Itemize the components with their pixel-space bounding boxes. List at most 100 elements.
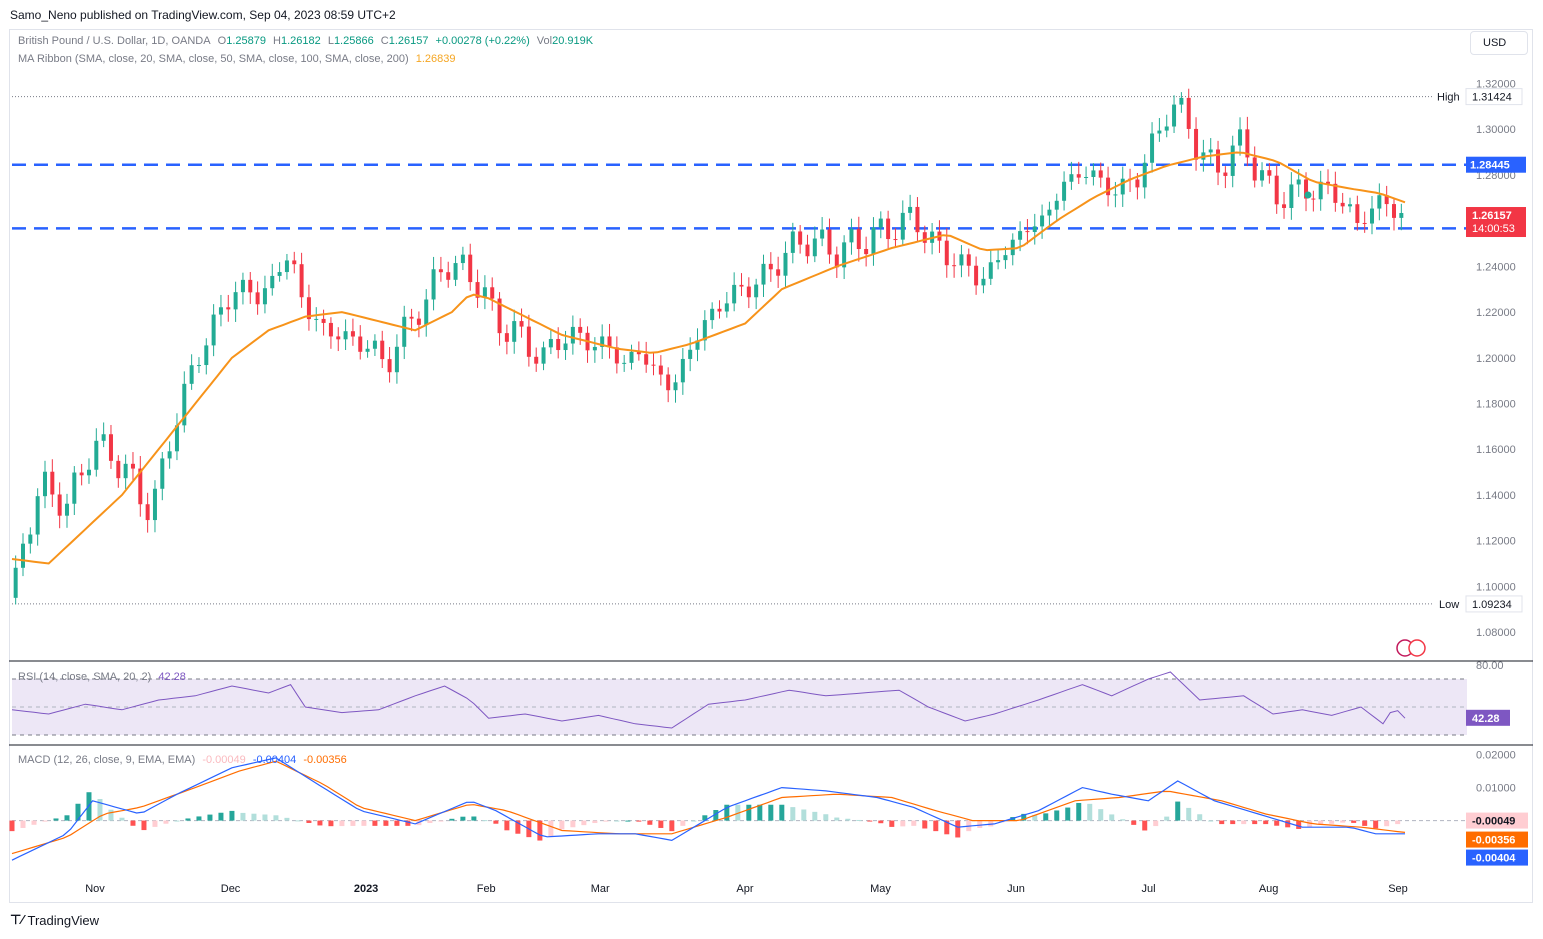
candle-body (446, 272, 451, 280)
macd-histogram-bar (1252, 820, 1258, 825)
candle-body (893, 239, 898, 241)
candle-body (1150, 133, 1155, 163)
candle-body (101, 434, 106, 441)
macd-histogram-bar (1164, 816, 1170, 821)
macd-histogram-bar (361, 820, 367, 826)
candle-body (812, 238, 817, 257)
rsi-line (11, 671, 1406, 729)
macd-histogram-bar (515, 820, 521, 834)
candle-body (1304, 179, 1309, 199)
open-label: O (217, 35, 227, 47)
macd-value-badge (1466, 812, 1528, 829)
candle-body (299, 264, 304, 298)
candle-body (218, 307, 223, 315)
macd-histogram-bar (812, 811, 818, 821)
macd-histogram-bar (746, 804, 752, 821)
candle-body (761, 263, 766, 285)
candle-body (556, 338, 561, 351)
candle-body (240, 279, 245, 293)
candle-body (1157, 130, 1162, 134)
candle-body (1142, 162, 1147, 188)
candle-body (1282, 204, 1287, 208)
candle-body (116, 460, 121, 479)
candle-body (13, 567, 18, 598)
candle-body (651, 364, 656, 366)
macd-histogram-bar (911, 820, 917, 826)
vol-label: Vol (536, 35, 553, 47)
rsi-legend: RSI (14, close, SMA, 20, 2) 42.28 (18, 671, 190, 683)
candle-body (680, 358, 685, 383)
macd-histogram-bar (647, 820, 653, 825)
tradingview-logo-icon[interactable]: ⊤⁄ (10, 912, 24, 927)
macd-histogram-bar (1340, 820, 1346, 823)
macd-histogram-bar (790, 807, 796, 821)
candle-body (182, 383, 187, 426)
macd-histogram-bar (328, 820, 334, 827)
candle-body (944, 240, 949, 266)
macd-histogram-bar (691, 820, 697, 822)
macd-histogram-bar (570, 820, 576, 828)
candle-body (1164, 126, 1169, 131)
macd-histogram-bar (548, 820, 554, 837)
macd-histogram-bar (1142, 820, 1148, 831)
candle-body (372, 340, 377, 349)
time-tick-label: Sep (1388, 883, 1408, 895)
macd-histogram-bar (295, 820, 301, 822)
candle-body (72, 472, 77, 504)
price-tick-label: 1.28000 (1476, 170, 1516, 182)
candle-body (512, 321, 517, 342)
candle-body (688, 349, 693, 359)
candle-body (908, 206, 913, 213)
macd-histogram-bar (680, 820, 686, 826)
macd-histogram-bar (438, 820, 444, 822)
candle-body (1370, 208, 1375, 224)
candle-body (959, 254, 964, 266)
macd-histogram-bar (471, 816, 477, 821)
macd-histogram-bar (1021, 813, 1027, 821)
candle-body (563, 343, 568, 351)
macd-histogram-bar (1032, 814, 1038, 821)
macd-histogram-bar (669, 820, 675, 832)
macd-histogram-bar (1153, 820, 1159, 827)
candle-body (306, 297, 311, 320)
macd-histogram-bar (724, 804, 730, 821)
candle-body (1069, 174, 1074, 182)
macd-histogram-bar (218, 812, 224, 821)
candle-body (1208, 149, 1213, 153)
candle-body (915, 206, 920, 233)
macd-histogram-bar (405, 820, 411, 826)
candle-body (402, 316, 407, 347)
candle-body (981, 278, 986, 286)
macd-histogram-bar (592, 820, 598, 824)
candle-body (614, 347, 619, 364)
candle-body (358, 336, 363, 352)
candle-body (952, 265, 957, 267)
candle-body (658, 365, 663, 375)
last-price-badge (1466, 207, 1526, 238)
candle-body (966, 254, 971, 266)
candle-body (50, 471, 55, 495)
candle-body (1172, 104, 1177, 127)
footer-brand[interactable]: TradingView (27, 912, 100, 928)
candle-body (270, 275, 275, 289)
candle-body (1179, 97, 1184, 105)
macd-histogram-bar (1087, 803, 1093, 821)
candle-body (284, 260, 289, 273)
price-tick-label: 1.12000 (1476, 536, 1516, 548)
candle-body (64, 503, 69, 516)
currency-button[interactable]: USD (1470, 31, 1528, 55)
candle-body (108, 434, 113, 461)
rsi-value: 42.28 (158, 671, 186, 683)
candle-body (1076, 174, 1081, 178)
macd-value-label: -0.00356 (1472, 835, 1515, 847)
high-value: 1.31424 (1472, 92, 1512, 104)
symbol-title: British Pound / U.S. Dollar, 1D, OANDA (18, 35, 211, 47)
macd-histogram-bar (130, 820, 136, 826)
macd-histogram-bar (1373, 820, 1379, 829)
macd-histogram-bar (1274, 820, 1280, 826)
macd-histogram-bar (603, 820, 609, 822)
price-tick-label: 1.14000 (1476, 490, 1516, 502)
chart-frame (9, 29, 1533, 903)
price-tick-label: 1.16000 (1476, 444, 1516, 456)
